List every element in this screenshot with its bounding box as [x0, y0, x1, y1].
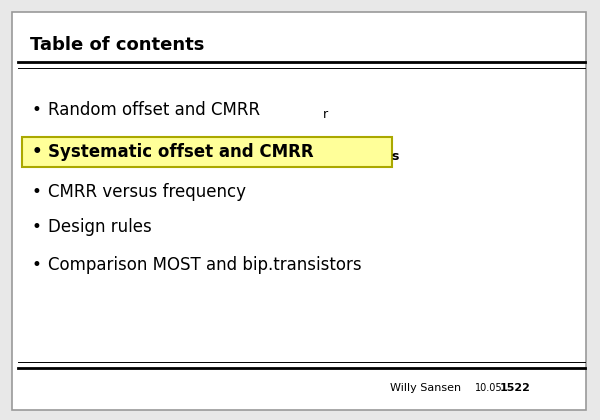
FancyBboxPatch shape: [12, 12, 586, 410]
Text: •: •: [32, 101, 42, 119]
Text: •: •: [32, 143, 43, 161]
Text: •: •: [32, 183, 42, 201]
Text: Systematic offset and CMRR: Systematic offset and CMRR: [48, 143, 314, 161]
Text: Table of contents: Table of contents: [30, 36, 205, 54]
Text: •: •: [32, 218, 42, 236]
Text: •: •: [32, 256, 42, 274]
Text: Willy Sansen: Willy Sansen: [390, 383, 461, 393]
Text: Comparison MOST and bip.transistors: Comparison MOST and bip.transistors: [48, 256, 362, 274]
Text: r: r: [323, 108, 328, 121]
Text: 10.05: 10.05: [475, 383, 503, 393]
FancyBboxPatch shape: [22, 137, 392, 167]
Text: 1522: 1522: [500, 383, 531, 393]
Text: CMRR versus frequency: CMRR versus frequency: [48, 183, 246, 201]
Text: Random offset and CMRR: Random offset and CMRR: [48, 101, 260, 119]
Text: Design rules: Design rules: [48, 218, 152, 236]
Text: s: s: [392, 150, 399, 163]
